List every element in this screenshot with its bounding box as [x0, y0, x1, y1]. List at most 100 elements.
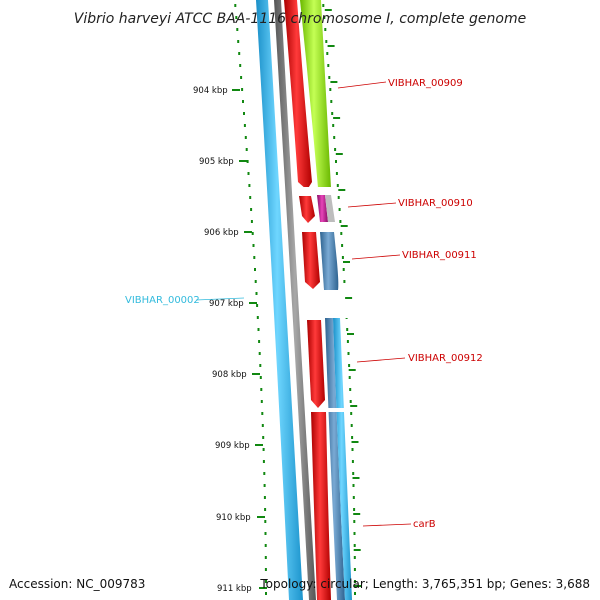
gc-dot: [353, 520, 356, 523]
gc-dot: [247, 172, 250, 175]
gc-dot: [352, 472, 355, 475]
track-gap: [296, 187, 342, 195]
gene-label-vibhar-00002[interactable]: VIBHAR_00002: [125, 295, 200, 306]
gc-dot: [235, 16, 238, 19]
gc-dot: [349, 388, 352, 391]
gc-dot: [240, 76, 243, 79]
gc-dot: [353, 568, 356, 571]
gc-dot: [349, 400, 352, 403]
gc-dot: [348, 376, 351, 379]
gc-dot: [248, 184, 251, 187]
gc-dot: [348, 364, 351, 367]
kbp-tick-label: 909 kbp: [215, 441, 250, 451]
gc-dot: [260, 388, 263, 391]
gc-dot: [245, 148, 248, 151]
gc-dot: [246, 160, 249, 163]
leader-line: [362, 523, 412, 527]
gc-dot: [243, 112, 245, 115]
gc-dot: [352, 484, 355, 487]
gc-dot: [256, 304, 259, 307]
gc-dot: [354, 580, 356, 583]
gc-dot: [326, 52, 329, 55]
cds-vibhar-00910: [299, 196, 315, 223]
gc-dot: [346, 328, 349, 331]
backbone-track: [274, 0, 316, 600]
gc-dot: [328, 76, 331, 79]
gc-dot: [335, 160, 337, 163]
gc-dot: [343, 280, 346, 283]
gc-dot: [335, 172, 338, 175]
gc-dot: [264, 532, 267, 535]
gene-label-vibhar-00910[interactable]: VIBHAR_00910: [398, 198, 473, 209]
gc-dot: [353, 508, 356, 511]
gc-dot: [259, 364, 262, 367]
gc-dot: [234, 4, 237, 7]
gc-dot: [255, 292, 258, 295]
gc-dot: [251, 232, 254, 235]
gc-dot: [263, 496, 266, 499]
gc-dot: [327, 64, 330, 67]
kbp-tick-label: 904 kbp: [193, 86, 228, 96]
gene-gray-small: [325, 195, 335, 222]
cds-vibhar-00912: [307, 320, 325, 408]
gc-dot: [334, 148, 337, 151]
gc-dot: [238, 52, 241, 55]
gc-dot: [329, 88, 332, 91]
leader-line: [351, 254, 401, 260]
gc-dot: [265, 580, 267, 583]
gc-dot: [258, 340, 261, 343]
gc-dot: [350, 424, 353, 427]
kbp-scale: 904 kbp 905 kbp 906 kbp 907 kbp 908 kbp …: [193, 86, 267, 594]
gc-dot: [258, 352, 261, 355]
right-tick-marks: [324, 9, 361, 587]
gc-dot: [243, 124, 246, 127]
gc-dot: [261, 412, 264, 415]
cds-reverse-strand: [256, 0, 303, 600]
gc-dot: [252, 244, 255, 247]
gene-label-vibhar-00912[interactable]: VIBHAR_00912: [408, 353, 483, 364]
gc-dot: [331, 112, 334, 115]
topology-text: Topology: circular; Length: 3,765,351 bp…: [260, 577, 590, 591]
gc-dot: [262, 460, 265, 463]
gc-dot: [264, 520, 267, 523]
gc-dot: [237, 40, 240, 43]
gc-dot: [324, 28, 327, 31]
gene-label-vibhar-00909[interactable]: VIBHAR_00909: [388, 78, 463, 89]
gene-magenta: [317, 195, 328, 222]
gc-dot: [259, 376, 262, 379]
gc-dot: [263, 472, 266, 475]
gc-dot: [333, 136, 336, 139]
gc-dot: [236, 28, 239, 31]
kbp-tick-label: 906 kbp: [204, 228, 239, 238]
gc-dot: [250, 220, 253, 223]
gc-dot: [257, 328, 260, 331]
cds-carb: [311, 412, 331, 600]
leader-line: [356, 357, 406, 363]
leader-line: [195, 297, 245, 301]
leader-line: [337, 81, 387, 89]
gc-dot: [341, 256, 344, 259]
gc-dot: [330, 100, 333, 103]
kbp-tick-label: 911 kbp: [217, 584, 252, 594]
gc-dot: [323, 16, 326, 19]
gene-label-vibhar-00911[interactable]: VIBHAR_00911: [402, 250, 477, 261]
gene-label-carb[interactable]: carB: [413, 519, 436, 530]
gc-dot: [253, 256, 256, 259]
gc-dot: [264, 508, 267, 511]
gc-dots-right: [322, 4, 356, 595]
gc-dot: [249, 196, 252, 199]
gc-dots-left: [234, 4, 267, 595]
kbp-tick-label: 910 kbp: [216, 513, 251, 523]
gc-dot: [336, 184, 339, 187]
gene-blue-right: [333, 318, 352, 600]
kbp-tick-label: 907 kbp: [209, 299, 244, 309]
map-title: Vibrio harveyi ATCC BAA-1116 chromosome …: [74, 11, 526, 27]
gc-dot: [339, 220, 342, 223]
gene-steelblue: [320, 232, 339, 290]
gc-dot: [346, 340, 349, 343]
gc-dot: [263, 484, 266, 487]
gc-dot: [264, 556, 267, 559]
gc-dot: [340, 232, 343, 235]
gc-dot: [352, 496, 355, 499]
leader-line: [347, 202, 397, 208]
